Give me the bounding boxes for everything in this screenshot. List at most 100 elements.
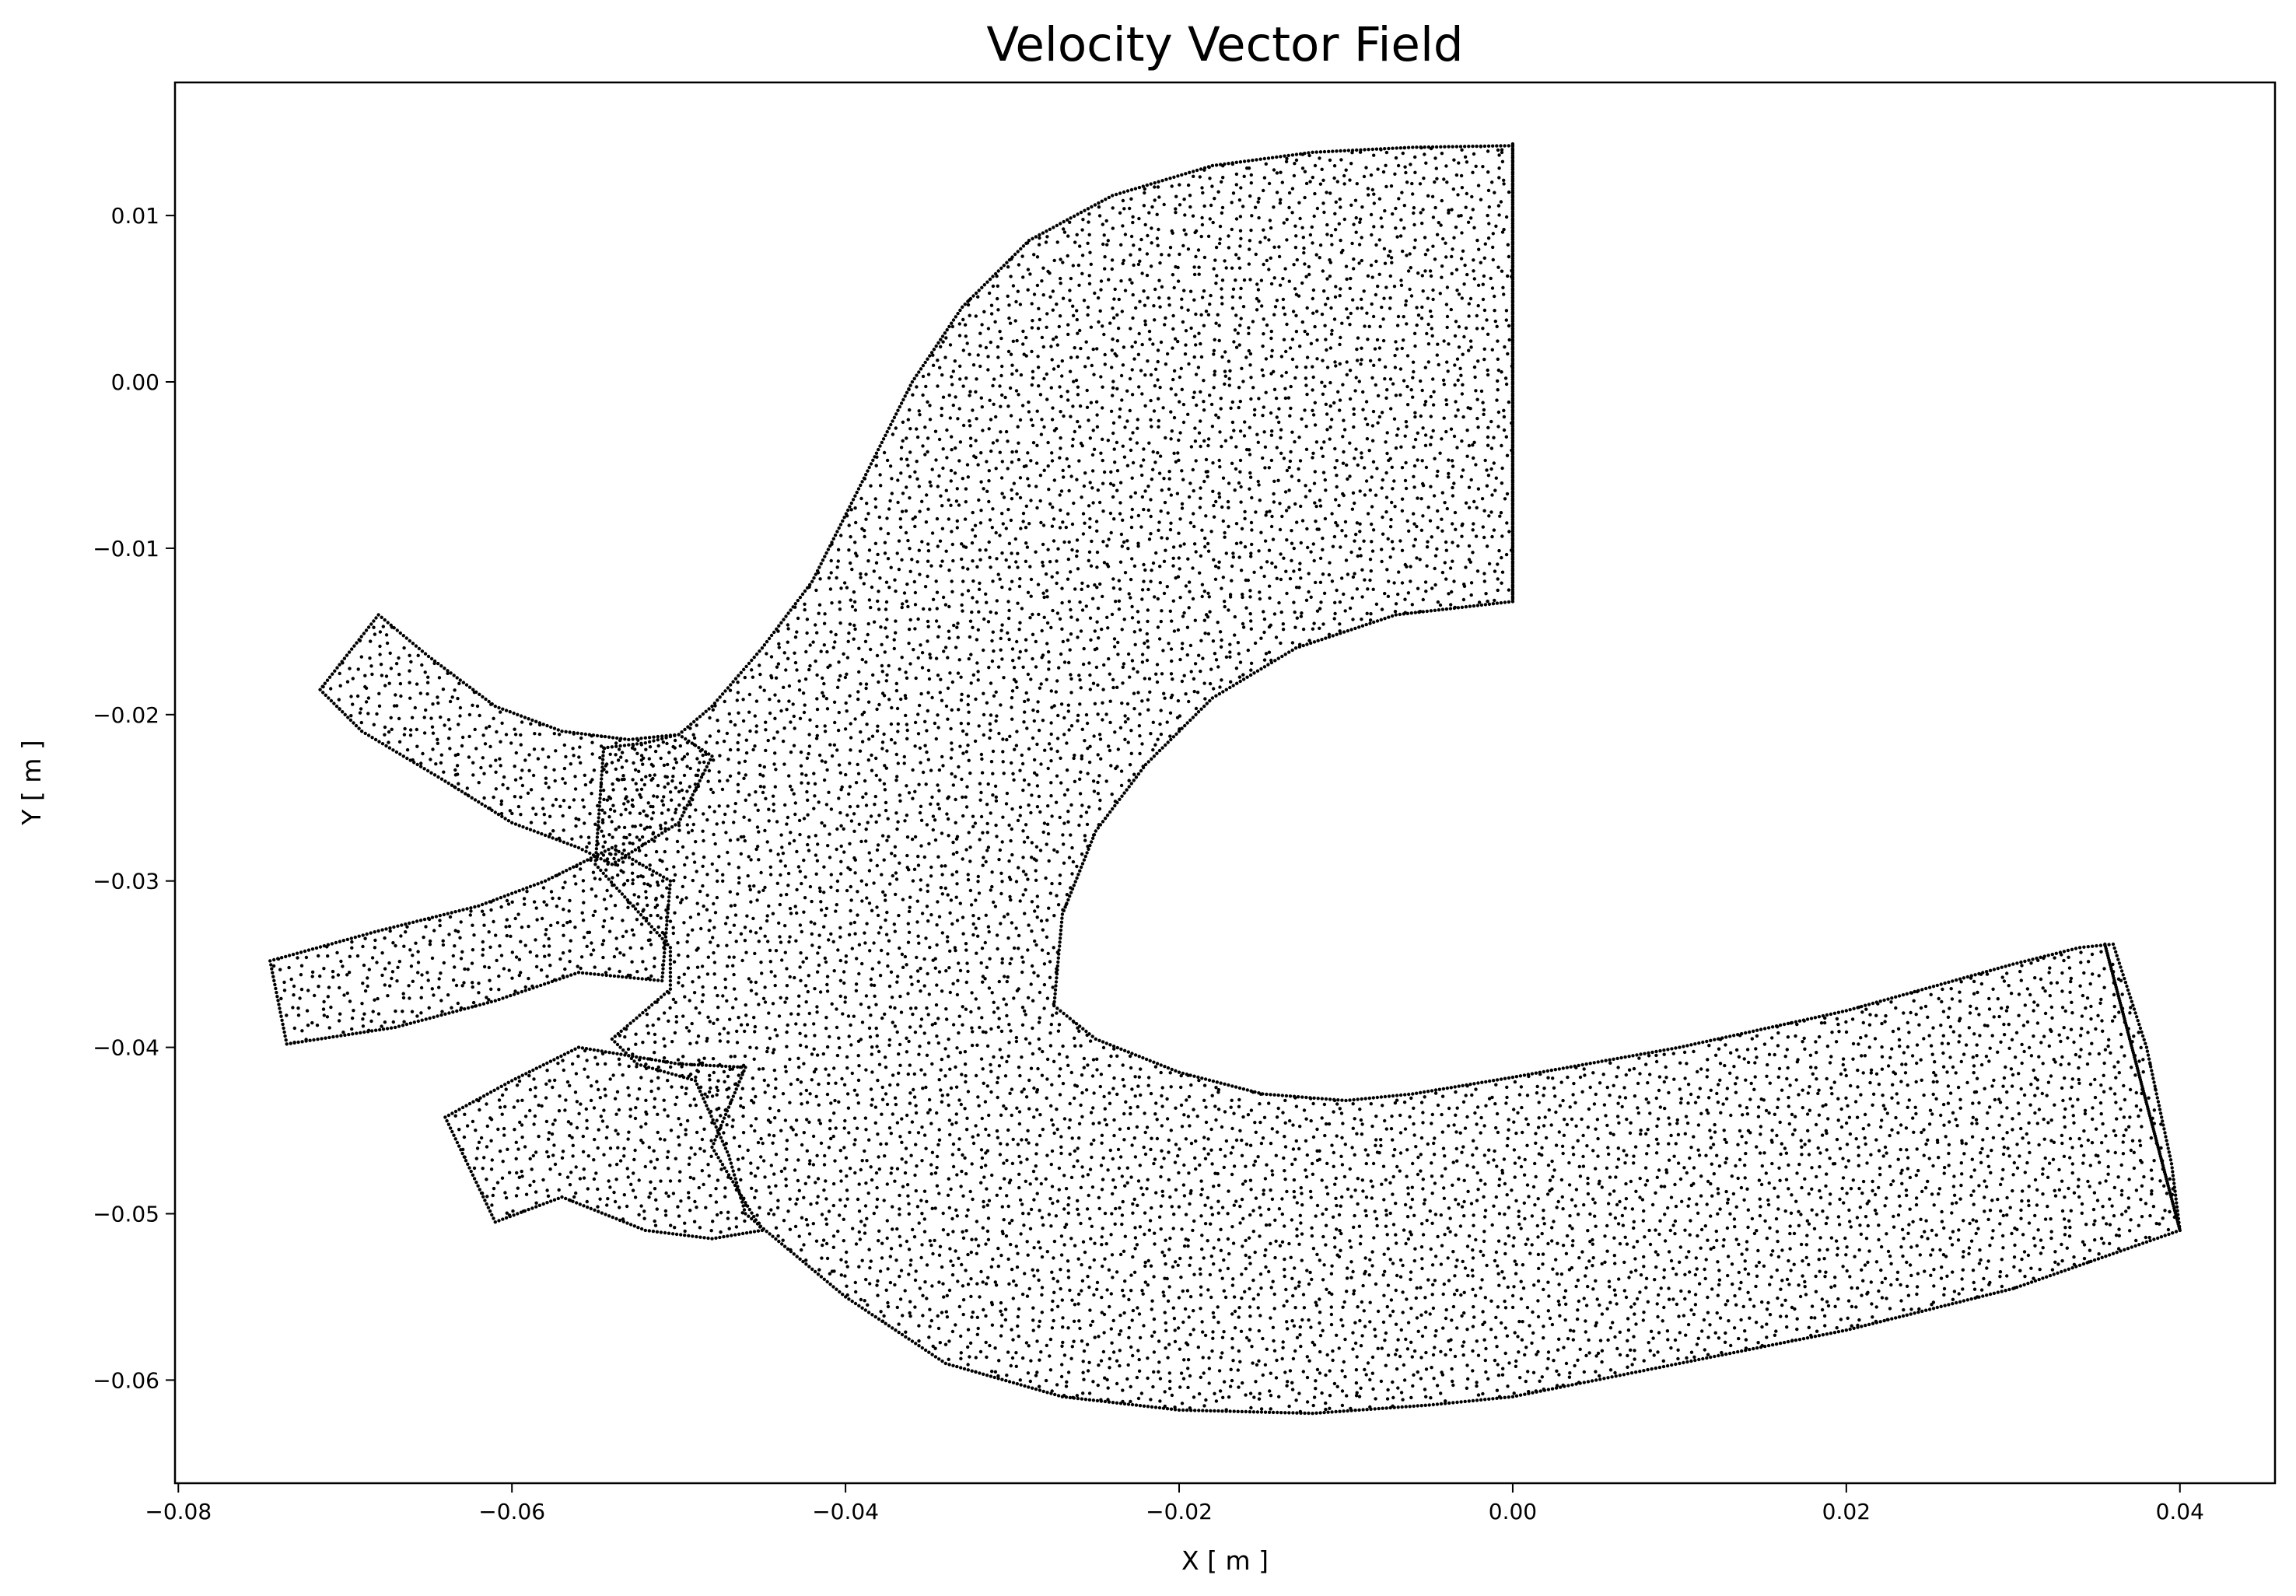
data-point	[708, 919, 712, 923]
data-point	[777, 642, 781, 646]
data-point	[1405, 322, 1409, 326]
data-point	[984, 1031, 988, 1034]
data-point	[1461, 468, 1465, 472]
data-point	[684, 1026, 689, 1030]
data-point	[1353, 501, 1356, 506]
data-point	[1304, 366, 1308, 369]
data-point	[2069, 1027, 2074, 1031]
data-point	[663, 849, 667, 854]
data-point	[773, 716, 777, 720]
data-point	[1351, 575, 1356, 579]
data-point	[880, 747, 884, 751]
data-point	[1045, 677, 1048, 681]
data-point	[1119, 532, 1124, 537]
data-point	[1061, 261, 1065, 264]
data-point	[1135, 441, 1139, 445]
data-point	[1212, 386, 1216, 390]
data-point	[1149, 418, 1153, 422]
data-point	[1402, 315, 1405, 319]
data-point	[915, 427, 919, 431]
data-point	[902, 754, 907, 759]
data-point	[1083, 471, 1087, 475]
data-point	[1269, 256, 1273, 260]
data-point	[1181, 402, 1186, 407]
data-point	[1088, 1039, 1093, 1043]
data-point	[813, 922, 817, 926]
data-point	[1005, 979, 1010, 984]
data-point	[1160, 609, 1164, 613]
data-point	[908, 427, 912, 431]
data-point	[1421, 484, 1426, 488]
data-point	[1454, 268, 1459, 271]
data-point	[822, 891, 826, 894]
data-point	[737, 771, 741, 775]
data-point	[2080, 1027, 2084, 1031]
data-point	[874, 756, 878, 761]
data-point	[856, 1054, 860, 1058]
data-point	[1001, 737, 1005, 741]
data-point	[1298, 345, 1302, 348]
data-point	[1465, 454, 1469, 458]
data-point	[701, 993, 705, 997]
data-point	[1380, 559, 1384, 564]
data-point	[1338, 398, 1342, 402]
data-point	[1047, 906, 1051, 910]
data-point	[957, 1014, 961, 1018]
data-point	[1087, 550, 1092, 554]
data-point	[1467, 544, 1472, 548]
data-point	[1324, 338, 1328, 341]
data-point	[992, 377, 996, 381]
data-point	[681, 884, 684, 889]
data-point	[1058, 815, 1062, 820]
data-point	[785, 984, 789, 988]
data-point	[718, 754, 722, 758]
data-point	[1174, 194, 1178, 198]
data-point	[701, 985, 705, 989]
data-point	[1000, 840, 1004, 844]
data-point	[943, 886, 948, 891]
data-point	[1045, 372, 1049, 376]
data-point	[943, 1047, 947, 1051]
data-point	[901, 602, 905, 606]
data-point	[792, 792, 796, 796]
data-point	[774, 768, 778, 772]
data-point	[1328, 561, 1332, 565]
data-point	[966, 873, 970, 877]
data-point	[999, 373, 1003, 378]
data-point	[961, 1023, 964, 1027]
data-point	[632, 761, 635, 765]
data-point	[859, 1038, 863, 1041]
data-point	[921, 770, 926, 775]
data-point	[1396, 592, 1400, 597]
data-point	[1941, 1010, 1946, 1013]
data-point	[1472, 440, 1476, 444]
data-point	[867, 737, 871, 741]
data-point	[1106, 565, 1111, 569]
data-point	[1015, 989, 1020, 993]
data-point	[1941, 1051, 1945, 1055]
data-point	[1220, 444, 1223, 449]
data-point	[1035, 915, 1039, 919]
data-point	[979, 961, 983, 965]
data-point	[1234, 345, 1239, 349]
data-point	[996, 947, 999, 951]
data-point	[1214, 282, 1218, 285]
data-point	[701, 829, 705, 833]
data-point	[1400, 509, 1405, 513]
data-point	[1859, 1036, 1863, 1040]
data-point	[763, 985, 767, 989]
data-point	[1238, 470, 1242, 474]
data-point	[1357, 243, 1362, 247]
data-point	[852, 623, 856, 628]
data-point	[968, 859, 972, 863]
data-point	[788, 935, 792, 939]
data-point	[875, 1034, 880, 1038]
data-point	[1487, 562, 1492, 565]
data-point	[815, 859, 820, 863]
data-point	[923, 425, 927, 429]
data-point	[763, 828, 767, 833]
data-point	[929, 484, 933, 488]
data-point	[1148, 338, 1152, 341]
data-point	[1130, 616, 1135, 620]
data-point	[1706, 1058, 1710, 1062]
